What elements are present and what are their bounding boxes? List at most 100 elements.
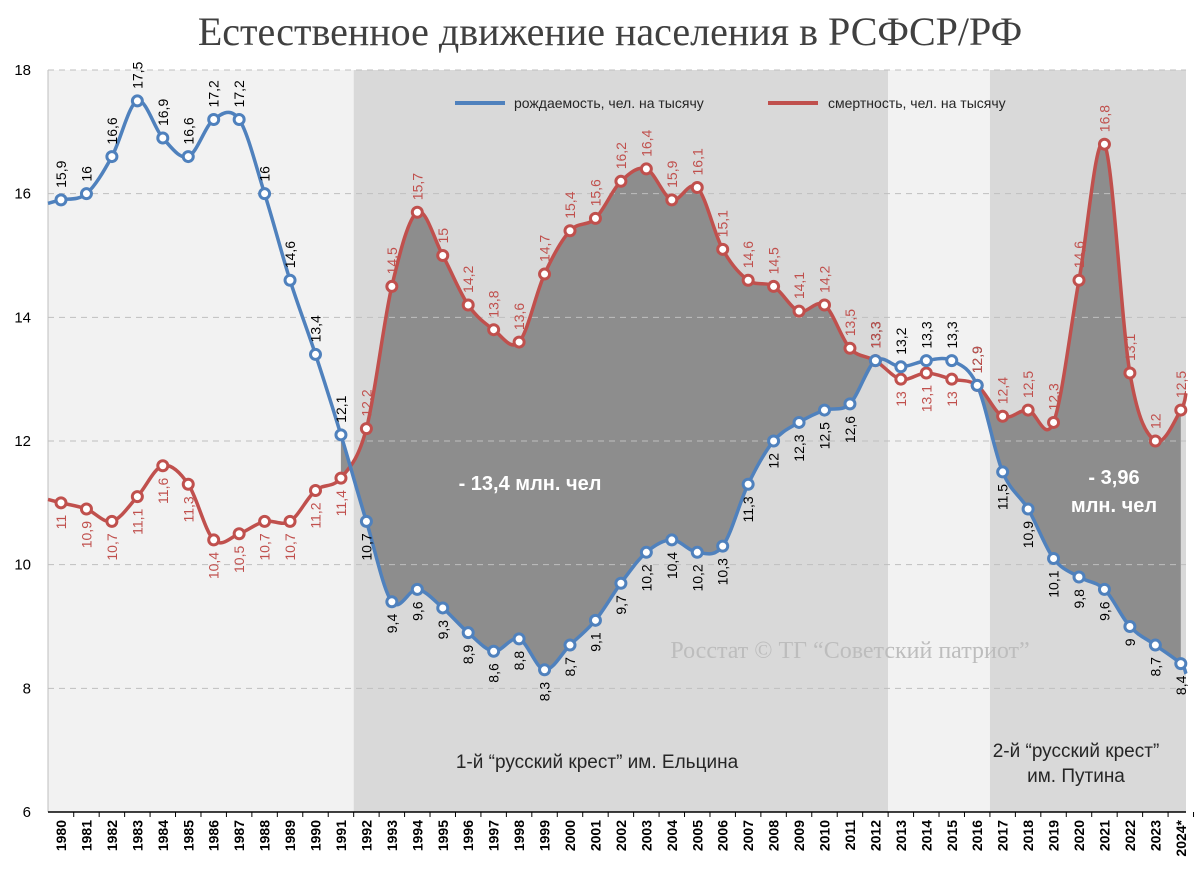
label-birth-rate: 10,2 [689,564,705,591]
point-birth-rate [919,354,933,368]
label-death-rate: 13,8 [486,290,502,317]
label-death-rate: 13 [893,391,909,407]
point-death-rate [1097,137,1111,151]
label-death-rate: 11,6 [155,478,171,504]
point-death-rate [1047,415,1061,429]
point-death-rate [436,249,450,262]
point-death-rate [1123,366,1137,380]
x-tick-label: 1990 [308,820,324,851]
label-death-rate: 12,5 [1173,371,1189,398]
label-death-rate: 16,4 [638,129,654,156]
point-death-rate [359,422,373,436]
label-birth-rate: 13,2 [893,327,909,354]
period-label-putin-line2: им. Путина [1027,766,1125,787]
label-birth-rate: 9,8 [1071,589,1087,609]
x-tick-label: 1986 [206,820,222,851]
label-death-rate: 10,5 [231,546,247,573]
point-death-rate [614,174,628,188]
label-birth-rate: 10,7 [358,533,374,560]
x-tick-label: 2007 [740,820,756,851]
label-birth-rate: 9,7 [613,595,629,615]
label-birth-rate: 9,3 [435,620,451,640]
x-tick-label: 1985 [180,820,196,851]
point-birth-rate [818,403,831,417]
label-death-rate: 12,4 [995,377,1011,404]
point-birth-rate [538,663,552,677]
point-birth-rate [283,273,297,287]
label-death-rate: 15,4 [562,191,578,218]
point-birth-rate [512,632,526,646]
legend-label-birth: рождаемость, чел. на тысячу [514,95,704,111]
x-tick-label: 1992 [358,820,374,851]
x-tick-label: 2014 [918,820,934,851]
point-birth-rate [1174,657,1188,671]
point-birth-rate [996,465,1010,479]
period-label-putin-line1: 2-й “русский крест” [993,741,1160,762]
point-birth-rate [1148,638,1162,652]
label-death-rate: 11,2 [308,502,324,528]
label-death-rate: 10,9 [78,521,94,548]
point-death-rate [1072,273,1086,287]
label-death-rate: 14,2 [460,266,476,293]
label-birth-rate: 12 [766,453,782,469]
point-birth-rate [665,533,679,547]
point-death-rate [258,514,272,528]
label-death-rate: 12,5 [1020,371,1036,398]
x-tick-label: 2018 [1020,820,1036,851]
point-birth-rate [79,187,93,201]
point-death-rate [716,242,730,256]
label-death-rate: 14,7 [537,235,553,262]
x-tick-label: 1991 [333,820,349,851]
label-death-rate: 14,1 [791,272,807,299]
point-birth-rate [690,545,704,559]
x-tick-label: 2000 [562,820,578,851]
label-death-rate: 13,6 [511,303,527,330]
point-birth-rate [105,150,119,164]
data-markers [54,94,1188,677]
x-tick-label: 2019 [1046,820,1062,851]
point-death-rate [232,527,246,541]
point-birth-rate [232,112,246,126]
label-death-rate: 12,3 [1046,383,1062,410]
label-birth-rate: 10,2 [638,564,654,591]
x-tick-label: 2005 [689,820,705,851]
label-birth-rate: 8,7 [562,657,578,677]
label-death-rate: 13,3 [867,321,883,348]
point-birth-rate [258,187,272,201]
point-birth-rate [563,638,577,652]
point-birth-rate [716,539,730,553]
x-tick-label: 2009 [791,820,807,851]
point-birth-rate [1021,502,1035,516]
point-death-rate [894,372,908,386]
point-birth-rate [487,644,501,658]
point-birth-rate [181,150,195,164]
watermark: Росстат © ТГ “Советский патриот” [670,638,1029,664]
point-death-rate [741,273,755,287]
point-death-rate [130,490,144,504]
label-birth-rate: 12,3 [791,434,807,461]
point-death-rate [283,514,297,528]
x-tick-label: 2010 [817,820,833,851]
legend-label-death: смертность, чел. на тысячу [828,95,1006,111]
point-birth-rate [868,354,882,368]
label-death-rate: 14,6 [740,241,756,268]
y-tick-label: 14 [14,309,31,326]
point-birth-rate [207,112,221,126]
point-death-rate [792,304,806,318]
label-birth-rate: 8,9 [460,644,476,664]
grid-lines [47,69,1186,813]
y-tick-label: 8 [23,680,31,697]
point-birth-rate [843,397,857,411]
label-birth-rate: 11,3 [740,496,756,522]
y-tick-label: 12 [14,433,31,450]
label-death-rate: 13,5 [842,309,858,336]
label-death-rate: 12,2 [358,389,374,416]
x-tick-label: 1999 [537,820,553,851]
label-birth-rate: 16,9 [155,99,171,126]
point-death-rate [588,211,602,225]
label-birth-rate: 13,3 [944,321,960,348]
point-death-rate [843,341,857,355]
x-tick-label: 1998 [511,820,527,851]
y-tick-label: 16 [14,186,31,203]
point-death-rate [487,323,501,337]
